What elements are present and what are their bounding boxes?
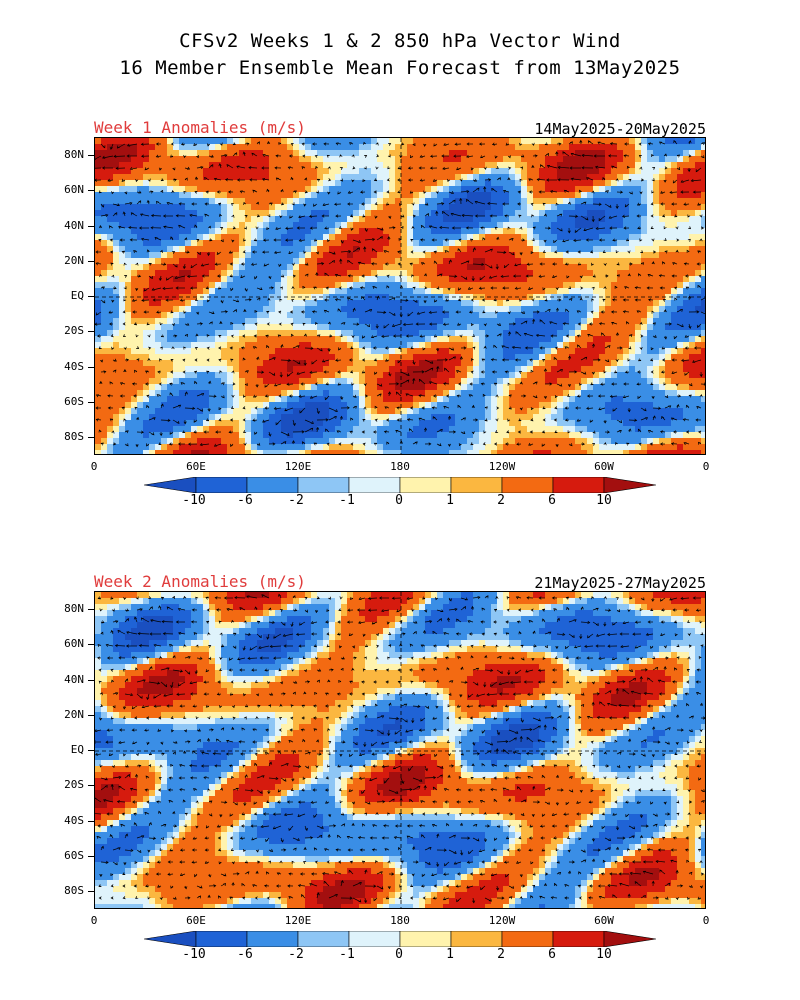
lat-label: 40N — [14, 674, 94, 686]
title-line-1: CFSv2 Weeks 1 & 2 850 hPa Vector Wind — [179, 30, 621, 52]
panel-week1: Week 1 Anomalies (m/s) 14May2025-20May20… — [0, 0, 800, 508]
title-line-2: 16 Member Ensemble Mean Forecast from 13… — [119, 57, 681, 79]
lat-label: EQ — [14, 290, 94, 302]
lat-label: 80S — [14, 885, 94, 897]
colorbar-tick: 1 — [446, 493, 454, 508]
colorbar-over-segment — [603, 477, 656, 493]
colorbar-week1 — [144, 477, 656, 493]
colorbar-tick: 2 — [497, 947, 505, 962]
colorbar-tick: -10 — [182, 493, 206, 508]
colorbar-tick: 0 — [395, 493, 403, 508]
map-week2 — [94, 591, 706, 909]
lat-label: 40S — [14, 815, 94, 827]
lon-label: 0 — [90, 460, 98, 473]
lat-label: 40N — [14, 220, 94, 232]
lon-label: 0 — [90, 914, 98, 927]
colorbar-tick: -2 — [288, 493, 304, 508]
colorbar-over-segment — [603, 931, 656, 947]
lon-label: 120W — [488, 460, 516, 473]
colorbar-tick: 0 — [395, 947, 403, 962]
colorbar-segment — [348, 931, 401, 947]
panel-week2-label: Week 2 Anomalies (m/s) — [94, 572, 306, 591]
wind-anomaly-map-week1 — [95, 138, 705, 454]
colorbar-tick: -2 — [288, 947, 304, 962]
colorbar-tick: 2 — [497, 493, 505, 508]
panel-week2-dates: 21May2025-27May2025 — [534, 574, 706, 592]
colorbar-segment — [246, 931, 299, 947]
colorbar-tick: 10 — [596, 947, 612, 962]
lon-label: 60W — [594, 460, 614, 473]
colorbar-tick: -6 — [237, 493, 253, 508]
lat-label: EQ — [14, 744, 94, 756]
colorbar-tick: -1 — [339, 947, 355, 962]
colorbar-tick: -1 — [339, 493, 355, 508]
lat-label: 20N — [14, 255, 94, 267]
lon-label: 120E — [284, 460, 312, 473]
colorbar-week2 — [144, 931, 656, 947]
colorbar-tick: -6 — [237, 947, 253, 962]
lat-label: 40S — [14, 361, 94, 373]
lat-label: 60N — [14, 184, 94, 196]
lon-label: 180 — [390, 460, 410, 473]
wind-anomaly-map-week2 — [95, 592, 705, 908]
lat-label: 20S — [14, 779, 94, 791]
lat-label: 60S — [14, 850, 94, 862]
colorbar-under-segment — [144, 931, 197, 947]
panel-week1-label: Week 1 Anomalies (m/s) — [94, 118, 306, 137]
lon-label: 0 — [702, 460, 710, 473]
colorbar-tick: 6 — [548, 947, 556, 962]
map-week1 — [94, 137, 706, 455]
lon-label: 60W — [594, 914, 614, 927]
colorbar-tick: -10 — [182, 947, 206, 962]
lat-label: 80N — [14, 603, 94, 615]
lat-label: 20S — [14, 325, 94, 337]
lat-label: 60N — [14, 638, 94, 650]
colorbar-segment — [501, 931, 554, 947]
colorbar-tick: 10 — [596, 493, 612, 508]
panel-week1-dates: 14May2025-20May2025 — [534, 120, 706, 138]
colorbar-segment — [552, 931, 605, 947]
colorbar-segment — [195, 931, 248, 947]
lon-label: 60E — [186, 914, 206, 927]
lat-label: 20N — [14, 709, 94, 721]
lon-label: 0 — [702, 914, 710, 927]
colorbar-tick: 6 — [548, 493, 556, 508]
lon-label: 60E — [186, 460, 206, 473]
lat-label: 80N — [14, 149, 94, 161]
colorbar-segment — [450, 931, 503, 947]
lon-label: 180 — [390, 914, 410, 927]
lat-label: 80S — [14, 431, 94, 443]
lon-label: 120E — [284, 914, 312, 927]
colorbar-segment — [297, 931, 350, 947]
colorbar-segment — [399, 931, 452, 947]
colorbar-tick: 1 — [446, 947, 454, 962]
panel-week2: Week 2 Anomalies (m/s) 21May2025-27May20… — [0, 454, 800, 962]
lat-label: 60S — [14, 396, 94, 408]
lon-label: 120W — [488, 914, 516, 927]
